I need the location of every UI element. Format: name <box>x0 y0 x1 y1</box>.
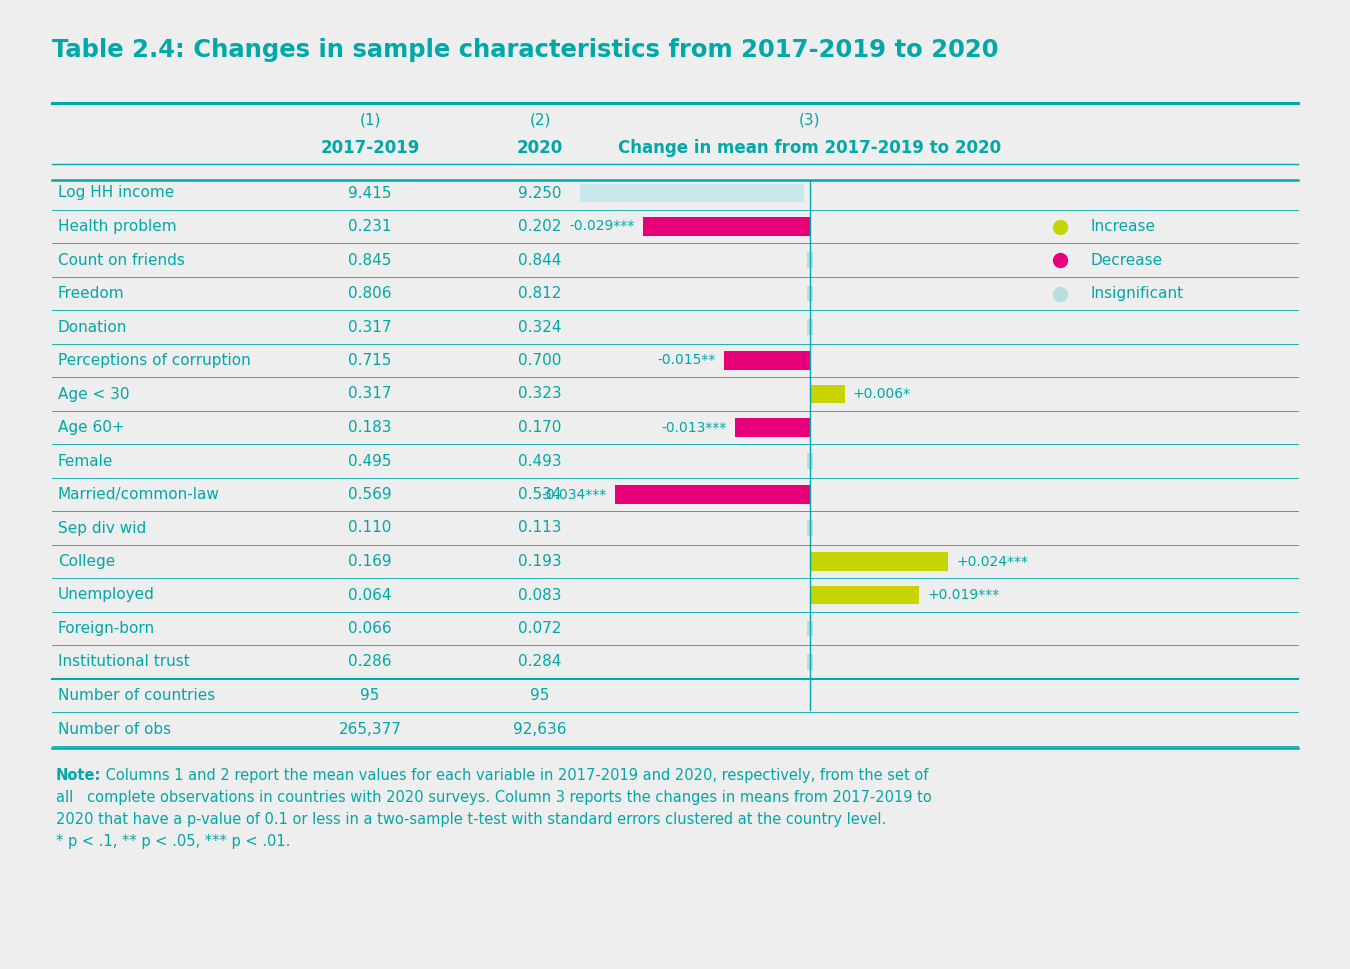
Text: 0.806: 0.806 <box>348 286 392 301</box>
Text: 2020: 2020 <box>517 139 563 157</box>
Text: -0.013***: -0.013*** <box>662 421 728 434</box>
Text: 0.286: 0.286 <box>348 654 392 670</box>
Text: * p < .1, ** p < .05, *** p < .01.: * p < .1, ** p < .05, *** p < .01. <box>55 833 290 849</box>
Text: 0.700: 0.700 <box>518 353 562 368</box>
Text: 0.495: 0.495 <box>348 453 392 468</box>
Text: 2020 that have a p-value of 0.1 or less in a two-sample t-test with standard err: 2020 that have a p-value of 0.1 or less … <box>55 812 886 827</box>
Text: Columns 1 and 2 report the mean values for each variable in 2017-2019 and 2020, : Columns 1 and 2 report the mean values f… <box>101 767 929 783</box>
Text: 0.569: 0.569 <box>348 487 392 502</box>
Text: Log HH income: Log HH income <box>58 185 174 201</box>
Text: 95: 95 <box>531 688 549 703</box>
Bar <box>810 552 948 571</box>
Text: all   complete observations in countries with 2020 surveys. Column 3 reports the: all complete observations in countries w… <box>55 790 931 804</box>
Text: Age 60+: Age 60+ <box>58 420 124 435</box>
Text: 0.323: 0.323 <box>518 387 562 401</box>
Text: Sep div wid: Sep div wid <box>58 520 146 536</box>
Bar <box>810 385 845 403</box>
Bar <box>807 620 813 637</box>
Text: Note:: Note: <box>55 767 101 783</box>
Text: Married/common-law: Married/common-law <box>58 487 220 502</box>
Text: (3): (3) <box>799 112 821 128</box>
Text: -0.015**: -0.015** <box>657 354 716 367</box>
Text: College: College <box>58 554 115 569</box>
Text: 0.083: 0.083 <box>518 587 562 603</box>
Text: 0.324: 0.324 <box>518 320 562 334</box>
Text: 0.534: 0.534 <box>518 487 562 502</box>
Text: +0.019***: +0.019*** <box>927 588 999 602</box>
Text: 2017-2019: 2017-2019 <box>320 139 420 157</box>
Text: (2): (2) <box>529 112 551 128</box>
Text: 0.844: 0.844 <box>518 253 562 267</box>
Text: 0.202: 0.202 <box>518 219 562 234</box>
Bar <box>807 286 813 301</box>
Text: Female: Female <box>58 453 113 468</box>
Text: Insignificant: Insignificant <box>1089 286 1183 301</box>
Bar <box>807 520 813 536</box>
Text: 0.072: 0.072 <box>518 621 562 636</box>
Text: Institutional trust: Institutional trust <box>58 654 190 670</box>
Text: Change in mean from 2017-2019 to 2020: Change in mean from 2017-2019 to 2020 <box>618 139 1002 157</box>
Bar <box>643 217 810 235</box>
Text: Freedom: Freedom <box>58 286 124 301</box>
Text: Foreign-born: Foreign-born <box>58 621 155 636</box>
Text: Number of countries: Number of countries <box>58 688 215 703</box>
Text: Count on friends: Count on friends <box>58 253 185 267</box>
Text: Increase: Increase <box>1089 219 1156 234</box>
Bar <box>614 485 810 504</box>
Text: 0.064: 0.064 <box>348 587 392 603</box>
Text: Table 2.4: Changes in sample characteristics from 2017-2019 to 2020: Table 2.4: Changes in sample characteris… <box>53 38 999 62</box>
Text: +0.006*: +0.006* <box>852 387 911 401</box>
Text: (1): (1) <box>359 112 381 128</box>
Text: 0.066: 0.066 <box>348 621 392 636</box>
Text: 0.170: 0.170 <box>518 420 562 435</box>
Text: 0.284: 0.284 <box>518 654 562 670</box>
Text: 0.845: 0.845 <box>348 253 392 267</box>
Text: 9.250: 9.250 <box>518 185 562 201</box>
Bar <box>807 654 813 670</box>
Bar <box>580 183 805 203</box>
Text: 0.812: 0.812 <box>518 286 562 301</box>
Text: Unemployed: Unemployed <box>58 587 155 603</box>
Text: -0.029***: -0.029*** <box>570 220 636 234</box>
Text: Health problem: Health problem <box>58 219 177 234</box>
Bar <box>807 319 813 335</box>
Text: 0.183: 0.183 <box>348 420 392 435</box>
Text: 265,377: 265,377 <box>339 722 401 736</box>
Text: Perceptions of corruption: Perceptions of corruption <box>58 353 251 368</box>
Text: 0.317: 0.317 <box>348 387 392 401</box>
Text: 0.193: 0.193 <box>518 554 562 569</box>
Text: Age < 30: Age < 30 <box>58 387 130 401</box>
Bar <box>807 252 813 268</box>
Text: 95: 95 <box>360 688 379 703</box>
Bar <box>807 453 813 469</box>
Text: 0.493: 0.493 <box>518 453 562 468</box>
Text: 0.110: 0.110 <box>348 520 392 536</box>
Text: 0.715: 0.715 <box>348 353 392 368</box>
Text: Decrease: Decrease <box>1089 253 1162 267</box>
Text: 0.317: 0.317 <box>348 320 392 334</box>
Text: +0.024***: +0.024*** <box>956 554 1027 569</box>
Text: 9.415: 9.415 <box>348 185 392 201</box>
Text: 0.169: 0.169 <box>348 554 392 569</box>
Text: Donation: Donation <box>58 320 127 334</box>
Text: 0.231: 0.231 <box>348 219 392 234</box>
Bar <box>736 418 810 437</box>
Bar <box>724 351 810 370</box>
Text: 0.113: 0.113 <box>518 520 562 536</box>
Text: 92,636: 92,636 <box>513 722 567 736</box>
Bar <box>810 585 919 605</box>
Text: -0.034***: -0.034*** <box>541 487 606 502</box>
Text: Number of obs: Number of obs <box>58 722 171 736</box>
